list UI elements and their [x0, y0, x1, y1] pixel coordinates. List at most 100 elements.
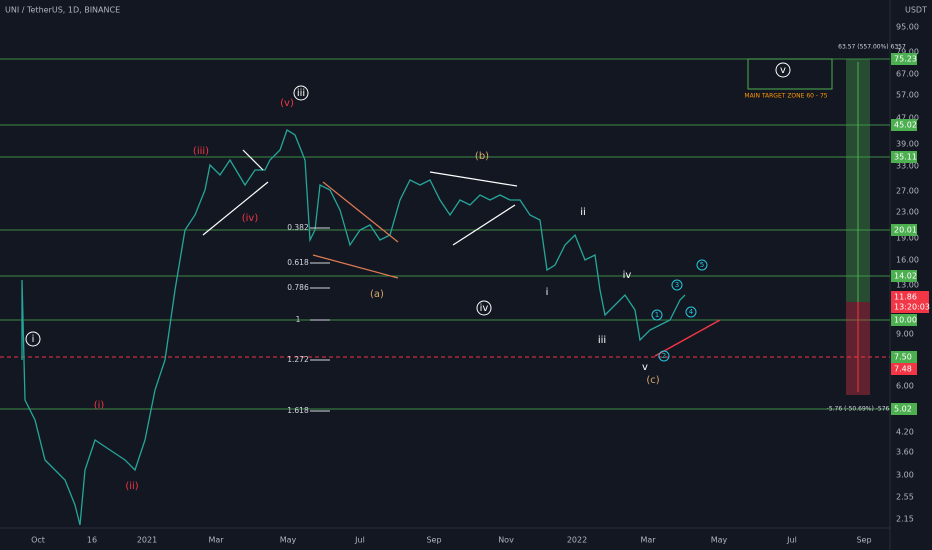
time-label: Jul: [786, 536, 797, 545]
wave-label: 1: [655, 311, 659, 319]
countdown: 13:20:03: [894, 303, 930, 312]
price-label: 4.20: [896, 428, 914, 437]
wave-circle: [671, 279, 683, 291]
level-label: 10.00: [894, 316, 917, 325]
wave-label: v: [780, 65, 786, 76]
level-label: 14.02: [894, 272, 917, 281]
fib-label: 0.618: [287, 258, 309, 267]
price-label: 2.15: [896, 515, 914, 524]
price-label: 47.00: [896, 114, 919, 123]
wave-circle: [25, 331, 41, 347]
price-label: 79.00: [896, 48, 919, 57]
fib-label: 1: [296, 315, 301, 324]
wave-circle: [696, 259, 708, 271]
fib-label: 1.272: [287, 355, 309, 364]
time-label: Nov: [498, 536, 514, 545]
wave-label: 4: [689, 308, 694, 316]
fib-label: 0.382: [287, 223, 309, 232]
level-lines: [0, 58, 890, 410]
wave-label: i: [546, 287, 549, 298]
wave-label: 2: [662, 352, 666, 360]
level-tag: [891, 351, 917, 363]
time-label: Jul: [354, 536, 365, 545]
wave-label: iii: [297, 88, 305, 99]
wave-label: (c): [646, 375, 659, 386]
fib-label: 1.618: [287, 406, 309, 415]
level-label: 75.23: [894, 55, 917, 64]
symbol-title: UNI / TetherUS, 1D, BINANCE: [5, 6, 120, 15]
wave-circle: [476, 300, 492, 316]
time-label: 2021: [137, 536, 157, 545]
wave-label: iv: [480, 303, 489, 314]
time-label: 16: [87, 536, 97, 545]
wave-label: i: [32, 334, 35, 345]
wave-label: (i): [94, 400, 105, 411]
wave-label: (v): [280, 98, 294, 109]
price-label: 27.00: [896, 187, 919, 196]
wave-label: ii: [580, 207, 586, 218]
time-label: 2022: [567, 536, 587, 545]
price-label: 13.00: [896, 281, 919, 290]
price-path: [21, 129, 686, 526]
support-line: [654, 319, 721, 357]
wave-label: (iv): [242, 213, 259, 224]
price-label: 9.00: [896, 330, 914, 339]
target-label: MAIN TARGET ZONE 60 - 75: [744, 93, 827, 100]
wave-circle: [658, 350, 670, 362]
level-tag: [891, 224, 917, 236]
wave-label: 5: [700, 261, 704, 269]
stop-tag: [891, 363, 917, 375]
price-label: 3.00: [896, 471, 914, 480]
wedge-lines: [312, 181, 399, 279]
price-label: 23.00: [896, 208, 919, 217]
wave-label: (ii): [125, 481, 138, 492]
wave-label: v: [642, 362, 648, 373]
level-tag: [891, 314, 917, 326]
price-label: 2.55: [896, 493, 914, 502]
level-tag: [891, 53, 917, 65]
price-label: 95.00: [896, 23, 919, 32]
price-label: 57.00: [896, 91, 919, 100]
price-label: 67.00: [896, 70, 919, 79]
currency: USDT: [905, 6, 927, 15]
live-tag: [891, 291, 929, 313]
wave-circle: [293, 85, 309, 101]
target-measure: 63.57 (557.00%) 6357: [838, 44, 906, 51]
wave-label: (a): [370, 289, 384, 300]
level-label: 5.02: [894, 405, 912, 414]
level-tag: [891, 270, 917, 282]
time-label: Mar: [208, 536, 224, 545]
wave-label: (b): [475, 151, 489, 162]
wave-label: 3: [675, 281, 679, 289]
wave-circle: [775, 62, 791, 78]
live-price: 11.86: [894, 293, 917, 302]
price-label: 3.60: [896, 448, 914, 457]
time-label: Mar: [640, 536, 656, 545]
wave-label: iv: [623, 270, 632, 281]
time-label: May: [711, 536, 728, 545]
level-label: 20.01: [894, 226, 917, 235]
wave-label: (iii): [193, 146, 209, 157]
trend-lines: [202, 149, 518, 246]
level-tag: [891, 403, 917, 415]
price-label: 16.00: [896, 256, 919, 265]
wave-circle: [651, 309, 663, 321]
level-label: 7.50: [894, 353, 912, 362]
stop-price: 7.48: [894, 365, 912, 374]
time-label: Sep: [856, 536, 871, 545]
level-label: 35.11: [894, 153, 917, 162]
price-label: 33.00: [896, 162, 919, 171]
price-label: 39.00: [896, 140, 919, 149]
time-label: Oct: [31, 536, 45, 545]
time-label: Sep: [426, 536, 441, 545]
price-label: 6.00: [896, 382, 914, 391]
level-tag: [891, 119, 917, 131]
time-label: May: [280, 536, 297, 545]
fib-label: 0.786: [287, 283, 309, 292]
level-label: 45.02: [894, 121, 917, 130]
wave-circle: [685, 306, 697, 318]
price-label: 19.00: [896, 234, 919, 243]
wave-label: iii: [598, 335, 606, 346]
